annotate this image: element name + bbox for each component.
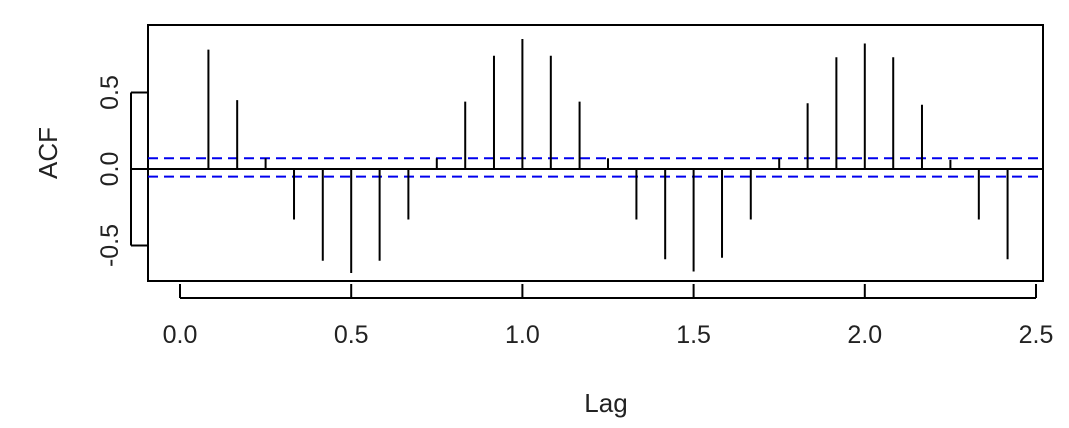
y-axis-title: ACF (33, 127, 63, 179)
x-tick-label: 2.5 (1019, 321, 1054, 349)
plot-area (147, 24, 1044, 282)
plot-frame (147, 24, 1044, 282)
x-tick-label: 0.5 (334, 321, 369, 349)
y-tick-label: 0.5 (96, 75, 124, 110)
acf-stems (207, 38, 1009, 274)
x-tick-label: 2.0 (847, 321, 882, 349)
y-tick-label: -0.5 (96, 224, 124, 267)
x-tick-label: 1.5 (676, 321, 711, 349)
y-axis: -0.5 0.0 0.5 (96, 75, 148, 267)
y-tick-label: 0.0 (96, 152, 124, 187)
x-tick-label: 0.0 (163, 321, 198, 349)
x-axis: 0.0 0.5 1.0 1.5 2.0 2.5 (163, 284, 1054, 349)
confidence-bounds (148, 157, 1043, 178)
x-axis-title: Lag (584, 388, 627, 418)
x-tick-label: 1.0 (505, 321, 540, 349)
